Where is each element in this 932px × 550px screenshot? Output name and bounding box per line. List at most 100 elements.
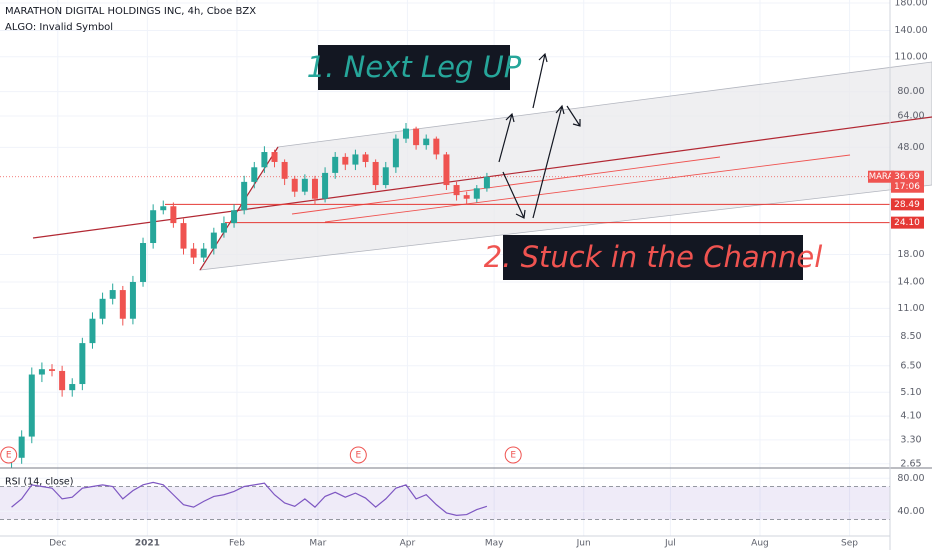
y-tick-label: 6.50 xyxy=(900,360,921,371)
arrow xyxy=(502,171,526,219)
arrow xyxy=(498,112,515,163)
candle-body xyxy=(251,167,258,182)
x-tick-label: 2021 xyxy=(135,539,160,549)
candle-body xyxy=(59,370,66,391)
candle-body xyxy=(281,161,288,179)
candle-body xyxy=(28,374,35,437)
candle-body xyxy=(99,298,106,319)
candle-body xyxy=(362,154,369,162)
rsi-line xyxy=(11,481,488,516)
candle-body xyxy=(49,369,56,371)
indicator-label: ALGO: Invalid Symbol xyxy=(5,22,113,33)
candle-body xyxy=(231,210,238,224)
y-tick-label: 4.10 xyxy=(900,411,921,422)
candle-body xyxy=(170,206,177,224)
candle-body xyxy=(200,248,207,258)
level-label: 24.10 xyxy=(894,218,920,228)
last-price-box xyxy=(891,170,924,193)
x-tick-label: Jun xyxy=(576,539,591,549)
candle-body xyxy=(109,290,116,299)
timer: 17:06 xyxy=(894,182,920,192)
candle-body xyxy=(210,232,217,249)
level-label-box xyxy=(891,198,924,211)
event-label: E xyxy=(6,451,12,461)
y-tick-label: 14.00 xyxy=(897,276,924,287)
candle-body xyxy=(89,318,96,344)
candle-body xyxy=(382,167,389,186)
candle-body xyxy=(322,172,329,199)
y-tick-label: 3.30 xyxy=(900,434,921,445)
y-tick-label: 180.00 xyxy=(894,0,927,8)
axes: 2.65 3.30 4.10 5.10 6.50 8.50 11.00 14.00 18.00 4… xyxy=(49,0,928,549)
candle-body xyxy=(352,154,359,165)
rsi-tick-label: 40.00 xyxy=(897,506,924,517)
y-tick-label: 2.65 xyxy=(900,458,921,469)
event-marker xyxy=(349,446,367,464)
candle-body xyxy=(271,152,278,162)
x-tick-label: Feb xyxy=(229,539,245,549)
candle-body xyxy=(180,223,187,249)
y-tick-label: 11.00 xyxy=(897,303,924,314)
rsi-tick-label: 80.00 xyxy=(897,473,924,484)
y-tick-label: 8.50 xyxy=(900,331,921,342)
arrow xyxy=(532,104,565,219)
trend-line xyxy=(199,146,279,271)
x-tick-label: Dec xyxy=(49,539,66,549)
annotation-box xyxy=(318,45,510,90)
x-tick-label: Sep xyxy=(841,539,858,549)
candle-body xyxy=(443,154,450,186)
candle-body xyxy=(423,138,430,146)
candle-body xyxy=(150,210,157,244)
candle-body xyxy=(483,176,490,189)
rsi xyxy=(0,477,890,520)
candle-body xyxy=(372,161,379,186)
annotation-box xyxy=(503,235,803,280)
candle-body xyxy=(413,128,420,146)
candle-body xyxy=(311,178,318,199)
y-tick-label: 64.00 xyxy=(897,110,924,121)
candle-body xyxy=(140,243,147,282)
candle-body xyxy=(402,128,409,139)
trend-line xyxy=(324,154,851,223)
y-tick-label: 140.00 xyxy=(894,25,927,36)
candle-body xyxy=(261,152,268,168)
level-label-box xyxy=(891,216,924,229)
candle-body xyxy=(220,223,227,233)
chart-title: MARATHON DIGITAL HOLDINGS INC, 4h, Cboe … xyxy=(5,6,256,17)
candle-body xyxy=(119,290,126,319)
candle-body xyxy=(301,178,308,192)
candle-body xyxy=(38,369,45,375)
rsi-title: RSI (14, close) xyxy=(5,477,73,488)
event-label: E xyxy=(510,451,516,461)
x-tick-label: May xyxy=(485,539,504,549)
arrow xyxy=(532,52,548,109)
candle-body xyxy=(453,185,460,196)
annotation: 1. Next Leg UP xyxy=(307,50,522,84)
symbol-label: MARA xyxy=(869,172,894,182)
arrow xyxy=(566,105,581,127)
y-tick-label: 80.00 xyxy=(897,86,924,97)
x-tick-label: Mar xyxy=(309,539,326,549)
y-tick-label: 48.00 xyxy=(897,142,924,153)
candle-body xyxy=(463,195,470,199)
candle-body xyxy=(332,156,339,173)
y-tick-label: 5.10 xyxy=(900,387,921,398)
candle-body xyxy=(291,178,298,192)
y-tick-label: 110.00 xyxy=(894,51,927,62)
candle-body xyxy=(392,138,399,168)
event-marker xyxy=(504,446,522,464)
candle-body xyxy=(241,181,248,211)
event-marker xyxy=(0,446,18,464)
last-price-label: 36.69 xyxy=(894,172,920,182)
level-label: 28.49 xyxy=(894,200,920,210)
y-tick-label: 18.00 xyxy=(897,249,924,260)
candle-body xyxy=(190,248,197,258)
candle-body xyxy=(160,206,167,211)
rsi-band xyxy=(0,486,890,520)
candle-body xyxy=(129,281,136,319)
trend-line xyxy=(32,116,932,239)
candle-body xyxy=(79,343,86,385)
symbol-box xyxy=(868,170,894,183)
